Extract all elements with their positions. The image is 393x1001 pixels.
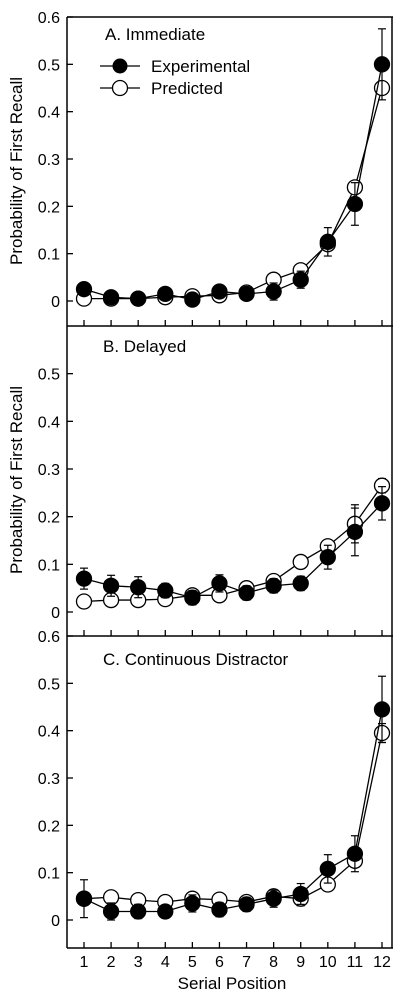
data-point-experimental-b (75, 570, 93, 587)
y-axis-label-b: Probability of First Recall (7, 386, 26, 574)
y-tick-label-b: 0 (51, 605, 60, 622)
panel-b: B. Delayed Probability of First Recall (7, 337, 186, 574)
data-point-experimental-c (211, 901, 228, 918)
data-point-experimental-b (102, 577, 120, 594)
data-point-predicted-b (75, 593, 93, 610)
x-tick-label: 10 (319, 954, 337, 971)
y-tick-label-b: 0.2 (38, 510, 60, 527)
data-point-experimental-a (319, 233, 336, 250)
x-tick-label: 2 (107, 954, 116, 971)
legend-marker-experimental (112, 58, 128, 74)
y-tick-label-c: 0.3 (38, 771, 60, 788)
x-tick-label: 5 (188, 954, 197, 971)
series-line-predicted-a (84, 87, 383, 300)
y-tick-label-a: 0.5 (38, 57, 60, 74)
y-tick-label-a: 0 (51, 294, 60, 311)
panel-c: C. Continuous Distractor (103, 650, 289, 669)
data-point-experimental-a (373, 56, 391, 73)
y-tick-label-c: 0.6 (38, 629, 60, 646)
data-point-experimental-c (346, 845, 364, 862)
y-tick-label-a: 0.1 (38, 247, 60, 264)
y-tick-label-c: 0.1 (38, 866, 60, 883)
data-point-experimental-b (238, 584, 255, 602)
data-point-experimental-b (292, 575, 309, 592)
data-point-experimental-a (157, 285, 174, 303)
y-tick-label-c: 0.4 (38, 724, 60, 741)
data-point-experimental-b (157, 582, 174, 599)
data-point-experimental-a (75, 281, 93, 298)
x-tick-label: 4 (161, 954, 170, 971)
data-point-experimental-a (292, 271, 309, 288)
x-tick-label: 9 (296, 954, 305, 971)
data-point-experimental-c (238, 896, 255, 913)
y-axis-label-a: Probability of First Recall (7, 77, 26, 265)
data-point-experimental-b (265, 577, 282, 594)
legend-label-predicted: Predicted (151, 79, 223, 98)
y-tick-label-b: 0.1 (38, 557, 60, 574)
panel-b-title: B. Delayed (103, 337, 186, 356)
data-point-experimental-a (346, 195, 364, 213)
y-tick-label-c: 0.5 (38, 676, 60, 693)
data-point-predicted-b (292, 553, 309, 571)
data-point-experimental-b (211, 575, 228, 592)
y-tick-label-b: 0.4 (38, 414, 60, 431)
panel-c-plot: 00.10.20.30.40.50.61 2 3 4 5 6 7 8 9 10 11 12 (38, 629, 393, 971)
legend-label-experimental: Experimental (151, 57, 250, 76)
panel-a: A. Immediate Probability of First Recall… (7, 25, 250, 265)
y-tick-label-b: 0.3 (38, 462, 60, 479)
data-point-experimental-a (184, 291, 201, 308)
x-tick-label: 7 (242, 954, 251, 971)
panel-a-plot: 0 0.1 0.2 0.3 0.4 0.5 0.6 (38, 10, 393, 327)
series-line-experimental-c (83, 709, 383, 913)
data-point-experimental-b (184, 589, 201, 606)
panel-c-title: C. Continuous Distractor (103, 650, 289, 669)
data-point-experimental-c (373, 701, 391, 718)
x-tick-label: 8 (269, 954, 278, 971)
data-point-experimental-a (130, 290, 147, 307)
data-point-experimental-b (373, 495, 391, 512)
y-tick-label-a: 0.6 (38, 10, 60, 27)
data-point-experimental-a (211, 283, 228, 300)
legend-marker-predicted (111, 79, 129, 97)
data-point-experimental-c (292, 885, 309, 903)
data-point-experimental-a (102, 289, 120, 306)
series-line-predicted-b (83, 485, 383, 603)
series-line-experimental-b (83, 502, 383, 599)
panel-a-title: A. Immediate (105, 25, 205, 44)
series-line-predicted-c (83, 732, 383, 903)
x-tick-label: 1 (80, 954, 89, 971)
x-tick-label: 6 (215, 954, 224, 971)
y-tick-label-a: 0.2 (38, 199, 60, 216)
data-point-experimental-c (319, 860, 336, 878)
y-tick-label-a: 0.4 (38, 105, 60, 122)
data-point-experimental-c (265, 890, 282, 907)
data-point-experimental-b (346, 523, 364, 541)
data-point-experimental-c (130, 903, 147, 920)
data-point-experimental-b (319, 549, 336, 566)
data-point-experimental-c (157, 903, 174, 920)
series-line-experimental-a (83, 64, 383, 301)
data-point-experimental-c (184, 895, 201, 912)
x-tick-label: 3 (134, 954, 143, 971)
data-point-experimental-a (265, 283, 282, 300)
x-tick-label: 11 (347, 954, 364, 971)
y-tick-label-a: 0.3 (38, 152, 60, 169)
y-tick-label-c: 0 (51, 913, 60, 930)
legend: Experimental Predicted (100, 57, 250, 98)
panel-b-plot: 0 0.1 0.2 0.3 0.4 0.5 (38, 326, 393, 637)
data-point-experimental-c (102, 903, 120, 920)
y-tick-label-b: 0.5 (38, 367, 60, 384)
x-axis-label: Serial Position (178, 974, 287, 993)
data-point-experimental-a (238, 285, 255, 303)
x-tick-label: 12 (373, 954, 391, 971)
data-point-experimental-b (130, 579, 147, 596)
data-point-experimental-c (75, 890, 93, 907)
y-tick-label-c: 0.2 (38, 818, 60, 835)
